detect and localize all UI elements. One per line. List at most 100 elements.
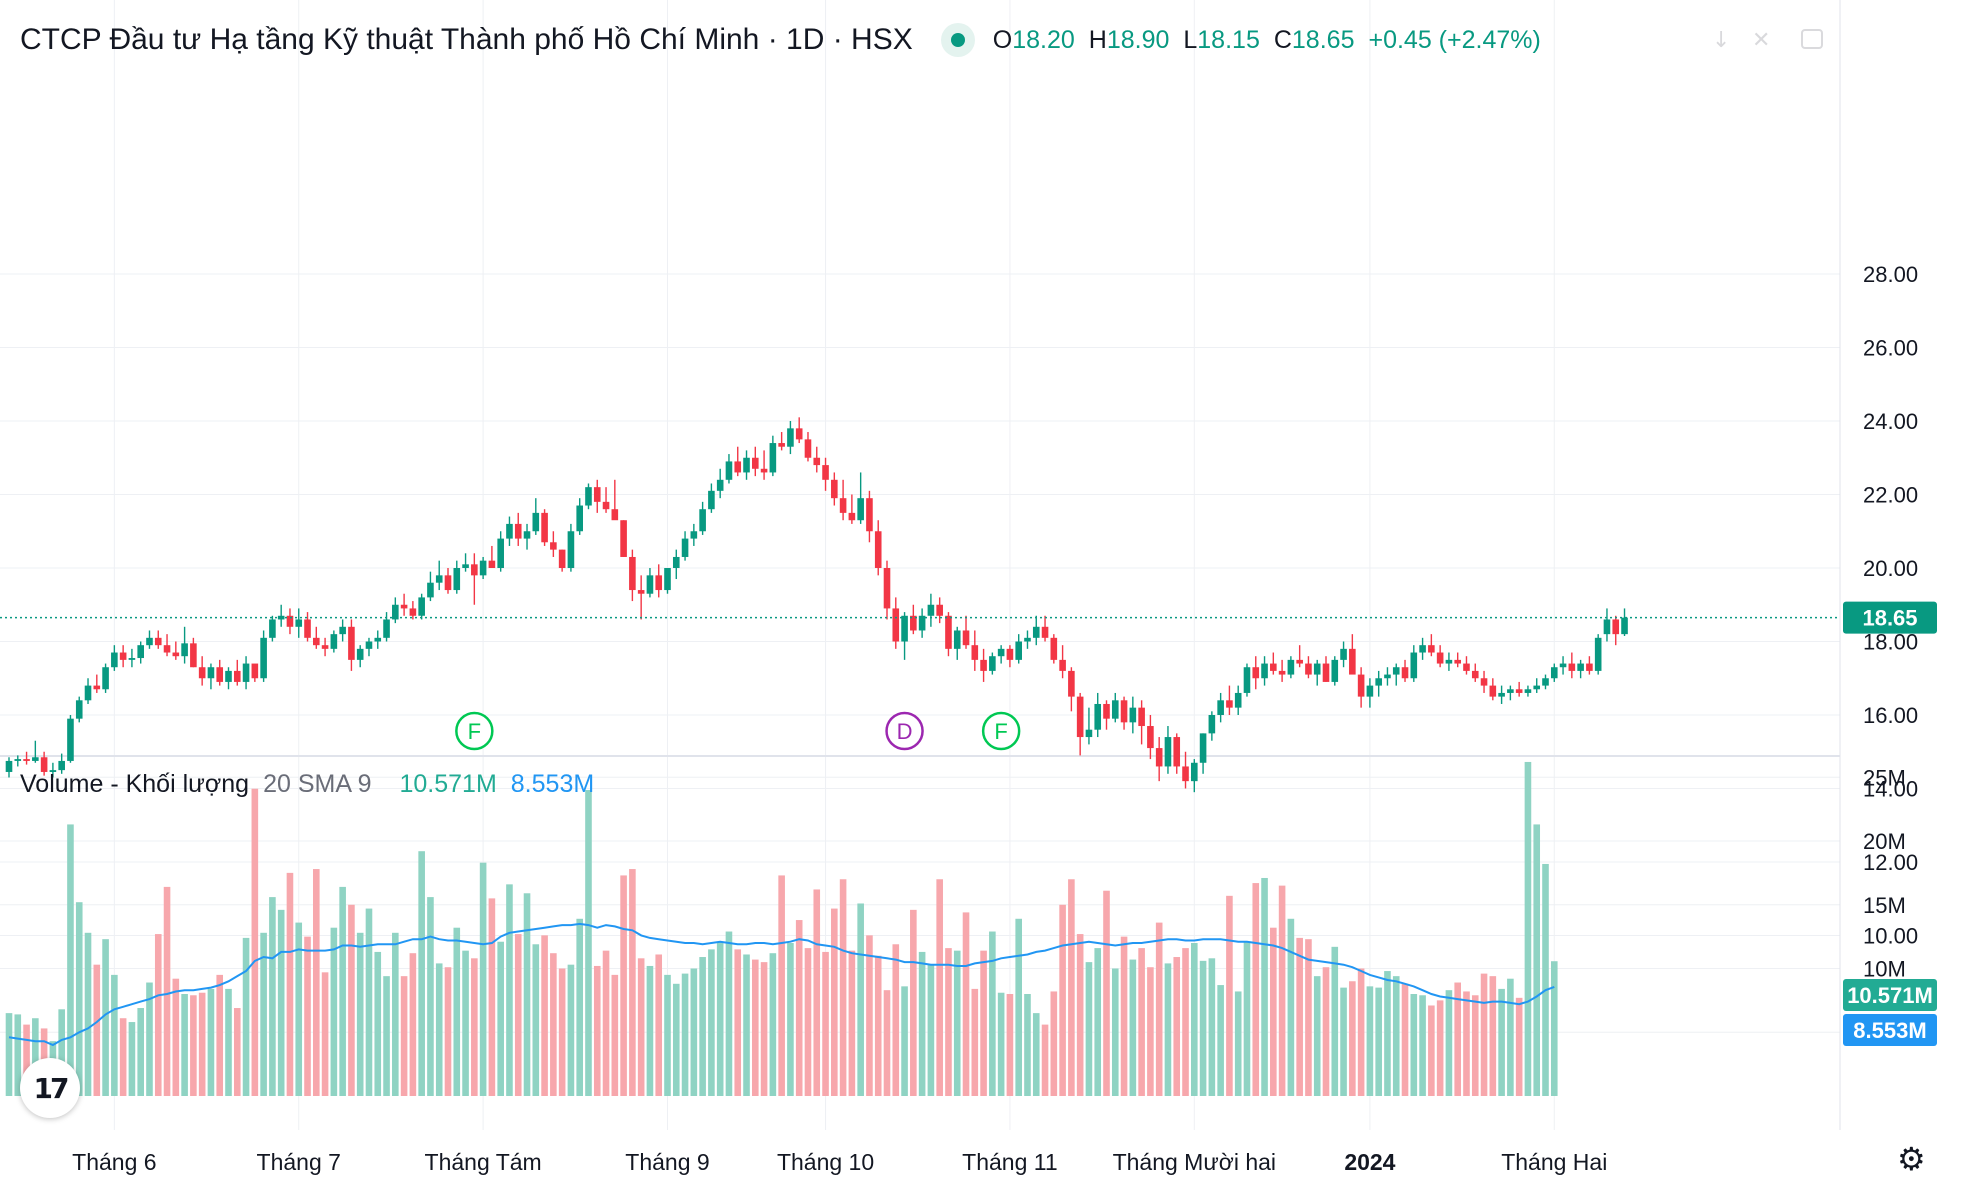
event-marker-f[interactable]: F (455, 711, 494, 751)
candle (523, 523, 531, 550)
candle-body (874, 531, 882, 568)
sma-value: 8.553M (510, 770, 595, 798)
candle (1059, 645, 1066, 679)
candle (75, 696, 83, 723)
candle-body (550, 542, 557, 550)
candle-body (514, 523, 522, 539)
last-price-tag-text: 18.65 (1862, 606, 1917, 631)
open-key: O (992, 25, 1013, 54)
candle (936, 597, 943, 624)
candle (866, 490, 873, 543)
price-tick-label: 16.00 (1863, 703, 1918, 728)
candle-body (1191, 762, 1198, 782)
volume-bar (242, 937, 250, 1096)
volume-bar (119, 1018, 127, 1096)
candle (1410, 645, 1418, 682)
volume-bar (550, 953, 557, 1096)
volume-bar (84, 932, 92, 1096)
candle (541, 509, 548, 546)
symbol-title[interactable]: CTCP Đầu tư Hạ tầng Kỹ thuật Thành phố H… (20, 23, 913, 56)
volume-bar (453, 927, 461, 1096)
event-marker-f[interactable]: F (981, 711, 1021, 751)
candle (1120, 696, 1128, 730)
candle-body (997, 648, 1005, 657)
volume-bar (1375, 987, 1382, 1096)
candle (769, 435, 777, 477)
candle-body (32, 757, 39, 761)
candle-body (567, 531, 575, 568)
ohlc-legend: O18.20 H18.90 L18.15 C18.65 +0.45 (+2.47… (993, 26, 1541, 55)
candle-body (356, 648, 364, 660)
volume-bar (1199, 960, 1207, 1096)
volume-bar (1445, 990, 1453, 1096)
volume-tick-label: 15M (1863, 893, 1906, 918)
candle-body (1542, 678, 1549, 686)
volume-bar (672, 983, 680, 1096)
time-axis[interactable]: Tháng 6 Tháng 7 Tháng Tám Tháng 9 Tháng 10 Th… (72, 1149, 1607, 1175)
candle (576, 498, 583, 535)
candle (427, 571, 434, 602)
candle-body (49, 770, 57, 772)
candle-body (1094, 703, 1102, 730)
candle (690, 523, 698, 546)
volume-bar (1278, 885, 1286, 1096)
candle (321, 637, 329, 657)
candle (1252, 656, 1260, 690)
price-axis[interactable]: 28.00 26.00 24.00 22.00 20.00 18.00 16.00 14.00… (1863, 262, 1918, 949)
candle-body (1243, 667, 1251, 693)
volume-bar (593, 965, 601, 1096)
candle-body (93, 685, 101, 690)
candle-body (1340, 648, 1347, 660)
volume-bar (418, 851, 425, 1096)
candle (453, 560, 461, 594)
volume-bar (233, 1008, 241, 1096)
candle (269, 615, 276, 642)
market-status-icon[interactable] (940, 23, 975, 57)
candle (418, 593, 425, 620)
time-tick-label: Tháng Mười hai (1113, 1149, 1276, 1175)
candle-body (409, 608, 417, 616)
volume-bar (154, 934, 162, 1096)
volume-bar (681, 973, 689, 1096)
candle (1032, 615, 1040, 646)
tradingview-logo-icon[interactable]: 17 (20, 1058, 80, 1118)
volume-bar (532, 944, 540, 1096)
candle (1296, 645, 1303, 668)
volume-bar (497, 941, 504, 1096)
volume-bar (128, 1022, 136, 1096)
candle-body (918, 615, 926, 631)
event-marker-d[interactable]: D (885, 711, 924, 751)
volume-bar (1059, 904, 1066, 1096)
candle-body (1032, 626, 1040, 638)
candle (848, 494, 856, 524)
candle (997, 645, 1005, 664)
volume-tick-label: 10M (1863, 957, 1906, 982)
gear-icon[interactable]: ⚙ (1897, 1141, 1926, 1177)
candle (892, 597, 900, 649)
candle-body (286, 615, 294, 627)
candle (356, 645, 364, 668)
volume-bar (400, 976, 408, 1096)
volume-bar (558, 968, 566, 1096)
last-price-tag-bg (1843, 601, 1937, 634)
volume-bar (769, 953, 777, 1096)
candle (752, 446, 759, 477)
candle (1428, 634, 1435, 657)
volume-indicator-label[interactable]: Volume - Khối lượng (20, 770, 250, 798)
candle (813, 446, 821, 473)
price-tick-label: 12.00 (1863, 850, 1918, 875)
volume-bar (471, 958, 478, 1096)
volume-bar (866, 935, 873, 1096)
volume-bar (743, 954, 750, 1096)
volume-bar (111, 974, 118, 1096)
volume-bar (58, 1009, 65, 1096)
candle-body (1419, 645, 1426, 653)
candle-body (1103, 703, 1110, 719)
candle (550, 531, 557, 557)
volume-bar (1138, 948, 1145, 1096)
candle (1366, 678, 1374, 708)
candle-body (435, 575, 443, 583)
volume-bar (374, 951, 382, 1096)
candle (1155, 737, 1163, 782)
